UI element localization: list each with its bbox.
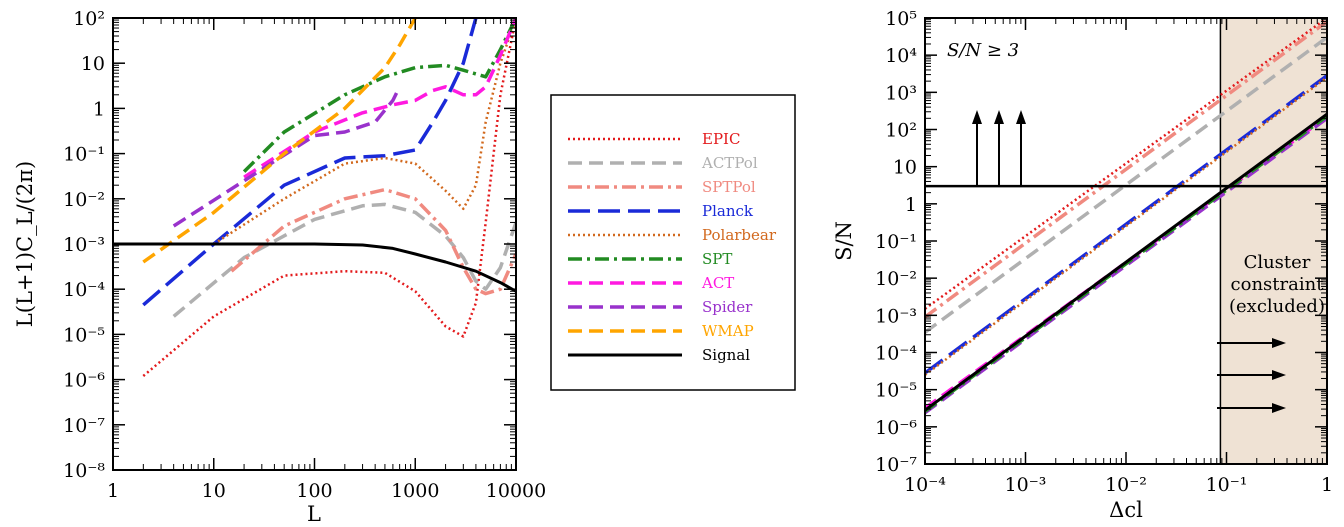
right-y-tick-label: 10⁻⁶ — [875, 417, 917, 439]
legend-label-signal: Signal — [702, 346, 750, 364]
left-y-tick-label: 10⁻³ — [63, 234, 105, 256]
right-annotations — [972, 110, 1286, 413]
left-axis-ticks: 1 10 100 1000 10000 10⁻⁸ 10⁻⁷ 10⁻⁶ 10⁻⁵ 10⁻⁴ 10⁻³ 1… — [63, 8, 546, 502]
right-y-tick-label: 10 — [893, 157, 917, 179]
left-y-tick-label: 10 — [81, 53, 105, 75]
right-x-tick-label: 10⁻¹ — [1206, 474, 1248, 496]
right-y-tick-label: 10⁻⁵ — [875, 380, 917, 402]
right-series-sptpol — [925, 20, 1327, 319]
left-series-signal — [113, 242, 516, 293]
left-y-tick-label: 10⁻¹ — [63, 144, 105, 166]
right-y-tick-label: 1 — [905, 194, 917, 216]
left-y-tick-label: 10⁻⁶ — [63, 370, 105, 392]
up-arrow-head-icon — [972, 110, 982, 124]
left-series-actpol — [172, 202, 516, 318]
legend: EPIC ACTPol SPTPol Planck Polarbear SPT ACT Spi… — [550, 94, 796, 391]
left-y-tick-label: 10² — [73, 8, 105, 30]
left-x-tick-label: 10 — [202, 480, 226, 502]
legend-label-actpol: ACTPol — [701, 154, 758, 172]
left-x-tick-label: 1000 — [391, 480, 439, 502]
right-x-axis-label: Δcl — [1109, 498, 1143, 522]
left-series-polarbear — [213, 18, 516, 246]
legend-items: EPIC ACTPol SPTPol Planck Polarbear SPT ACT Spi… — [568, 130, 777, 364]
left-y-tick-label: 10⁻⁵ — [63, 324, 105, 346]
left-chart: 1 10 100 1000 10000 10⁻⁸ 10⁻⁷ 10⁻⁶ 10⁻⁵ 10⁻⁴ 10⁻³ 1… — [13, 8, 546, 526]
left-x-axis-label: L — [307, 502, 321, 526]
legend-label-epic: EPIC — [702, 130, 740, 148]
threshold-label: S/N ≥ 3 — [947, 40, 1019, 61]
left-series-act — [243, 18, 516, 179]
right-y-tick-label: 10⁴ — [885, 45, 917, 67]
right-y-tick-label: 10⁻² — [875, 268, 917, 290]
excluded-region-shade — [1220, 18, 1327, 464]
right-arrow-head-icon — [1272, 403, 1286, 413]
right-axis-ticks: 10⁻⁴ 10⁻³ 10⁻² 10⁻¹ 1 10⁻⁷ 10⁻⁶ 10⁻⁵ 10⁻⁴ 10⁻³ 10⁻… — [875, 8, 1333, 496]
left-y-axis-label: L(L+1)C_L/(2π) — [13, 161, 37, 327]
right-y-tick-label: 10⁵ — [885, 8, 917, 30]
right-x-tick-label: 10⁻³ — [1005, 474, 1047, 496]
excluded-label-line-2: constraint — [1231, 274, 1325, 295]
right-series-group — [925, 18, 1327, 415]
right-series-polarbear — [925, 76, 1327, 376]
right-x-tick-label: 10⁻⁴ — [904, 474, 946, 496]
right-chart: 10⁻⁴ 10⁻³ 10⁻² 10⁻¹ 1 10⁻⁷ 10⁻⁶ 10⁻⁵ 10⁻⁴ 10⁻³ 10⁻… — [832, 8, 1333, 522]
left-y-tick-label: 10⁻⁸ — [63, 460, 105, 482]
legend-label-wmap: WMAP — [702, 322, 754, 340]
right-series-signal — [925, 112, 1327, 412]
left-series-spider — [172, 86, 402, 228]
right-y-tick-label: 10² — [885, 120, 917, 142]
excluded-label-line-1: Cluster — [1244, 252, 1311, 273]
left-series-wmap — [142, 18, 418, 264]
left-series-epic — [142, 18, 516, 377]
legend-label-act: ACT — [701, 274, 734, 292]
right-y-axis-label: S/N — [832, 221, 856, 261]
left-y-tick-label: 10⁻⁷ — [63, 415, 105, 437]
right-series-planck — [925, 74, 1327, 375]
right-arrow-head-icon — [1272, 338, 1286, 348]
legend-label-spider: Spider — [702, 298, 753, 316]
left-x-tick-label: 100 — [296, 480, 332, 502]
right-y-tick-label: 10³ — [885, 82, 917, 104]
left-series-sptpol — [230, 187, 516, 296]
left-y-tick-label: 1 — [93, 98, 105, 120]
right-y-tick-label: 10⁻¹ — [875, 231, 917, 253]
left-series-group — [113, 18, 516, 377]
right-x-tick-label: 1 — [1321, 474, 1333, 496]
right-y-tick-label: 10⁻⁴ — [875, 343, 917, 365]
right-arrow-head-icon — [1272, 370, 1286, 380]
left-y-tick-label: 10⁻⁴ — [63, 279, 105, 301]
legend-label-polarbear: Polarbear — [702, 226, 777, 244]
up-arrow-head-icon — [994, 110, 1004, 124]
left-x-tick-label: 10000 — [486, 480, 546, 502]
right-y-tick-label: 10⁻⁷ — [875, 454, 917, 476]
legend-label-sptpol: SPTPol — [702, 178, 756, 196]
left-series-planck — [142, 18, 478, 307]
right-x-tick-label: 10⁻² — [1105, 474, 1147, 496]
right-y-tick-label: 10⁻³ — [875, 305, 917, 327]
left-series-spt — [242, 18, 516, 173]
legend-label-planck: Planck — [702, 202, 754, 220]
excluded-label-line-3: (excluded) — [1229, 296, 1325, 317]
left-x-tick-label: 1 — [107, 480, 119, 502]
legend-label-spt: SPT — [702, 250, 732, 268]
up-arrow-head-icon — [1016, 110, 1026, 124]
left-y-tick-label: 10⁻² — [63, 189, 105, 211]
legend-box — [550, 94, 796, 391]
